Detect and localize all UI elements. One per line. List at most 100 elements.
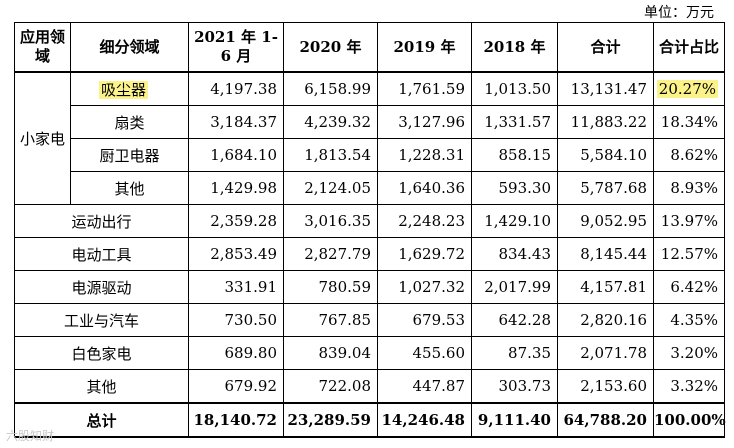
ratio-cell: 12.57% <box>653 237 725 271</box>
value-cell: 2,853.49 <box>188 237 284 271</box>
table-row: 电源驱动 331.91 780.59 1,027.32 2,017.99 4,1… <box>14 270 725 304</box>
header-2018: 2018 年 <box>471 22 558 73</box>
value-cell: 722.08 <box>283 369 378 404</box>
highlighted-ratio: 20.27% <box>656 80 718 98</box>
value-cell: 1,813.54 <box>283 138 378 172</box>
field-cell: 运动出行 <box>14 204 189 238</box>
table-row: 工业与汽车 730.50 767.85 679.53 642.28 2,820.… <box>14 303 725 337</box>
revenue-table: 应用领域 细分领域 2021 年 1-6 月 2020 年 2019 年 201… <box>14 22 726 438</box>
value-cell: 1,761.59 <box>377 71 472 106</box>
value-cell: 1,429.98 <box>188 171 284 205</box>
total-cell: 9,052.95 <box>557 204 654 238</box>
table-row: 白色家电 689.80 839.04 455.60 87.35 2,071.78… <box>14 336 725 370</box>
table-row: 电动工具 2,853.49 2,827.79 1,629.72 834.43 8… <box>14 237 725 271</box>
value-cell: 4,197.38 <box>188 71 284 106</box>
total-cell: 8,145.44 <box>557 237 654 271</box>
value-cell: 6,158.99 <box>283 71 378 106</box>
subfield-cell: 扇类 <box>70 105 189 139</box>
value-cell: 455.60 <box>377 336 472 370</box>
ratio-cell: 8.93% <box>653 171 725 205</box>
header-2020: 2020 年 <box>283 22 378 73</box>
total-cell: 2,820.16 <box>557 303 654 337</box>
ratio-cell: 4.35% <box>653 303 725 337</box>
table-row: 扇类 3,184.37 4,239.32 3,127.96 1,331.57 1… <box>15 105 725 139</box>
ratio-cell: 13.97% <box>653 204 725 238</box>
value-cell: 3,184.37 <box>188 105 284 139</box>
subfield-cell: 其他 <box>70 171 189 205</box>
value-cell: 3,016.35 <box>283 204 378 238</box>
field-cell: 电源驱动 <box>14 270 189 304</box>
value-cell: 1,228.31 <box>377 138 472 172</box>
grand-total-sum: 64,788.20 <box>557 402 654 438</box>
total-cell: 13,131.47 <box>557 71 654 106</box>
value-cell: 2,827.79 <box>283 237 378 271</box>
watermark: 六股知财 <box>6 429 55 443</box>
value-cell: 1,640.36 <box>377 171 472 205</box>
category-small-appliance: 小家电 <box>14 71 71 205</box>
grand-total-value: 9,111.40 <box>471 402 558 438</box>
value-cell: 4,239.32 <box>283 105 378 139</box>
value-cell: 679.53 <box>377 303 472 337</box>
grand-total-ratio: 100.00% <box>653 402 726 438</box>
header-total: 合计 <box>557 22 654 73</box>
total-cell: 4,157.81 <box>557 270 654 304</box>
ratio-cell: 3.20% <box>653 336 725 370</box>
value-cell: 447.87 <box>377 369 472 404</box>
header-2019: 2019 年 <box>377 22 472 73</box>
highlighted-subfield: 吸尘器 <box>99 80 149 99</box>
value-cell: 730.50 <box>188 303 284 337</box>
table-row: 小家电 吸尘器 4,197.38 6,158.99 1,761.59 1,013… <box>14 71 725 205</box>
value-cell: 1,684.10 <box>188 138 284 172</box>
field-cell: 工业与汽车 <box>14 303 189 337</box>
value-cell: 679.92 <box>188 369 284 404</box>
value-cell: 834.43 <box>471 237 558 271</box>
table-row: 其他 1,429.98 2,124.05 1,640.36 593.30 5,7… <box>15 171 725 205</box>
value-cell: 3,127.96 <box>377 105 472 139</box>
unit-label: 单位：万元 <box>644 5 714 21</box>
value-cell: 87.35 <box>471 336 558 370</box>
value-cell: 2,359.28 <box>188 204 284 238</box>
value-cell: 2,124.05 <box>283 171 378 205</box>
ratio-cell: 20.27% <box>653 71 725 106</box>
value-cell: 767.85 <box>283 303 378 337</box>
subfield-cell: 吸尘器 <box>70 71 189 106</box>
value-cell: 303.73 <box>471 369 558 404</box>
header-subfield: 细分领域 <box>70 22 189 73</box>
value-cell: 1,027.32 <box>377 270 472 304</box>
field-cell: 白色家电 <box>14 336 189 370</box>
ratio-cell: 18.34% <box>653 105 725 139</box>
value-cell: 780.59 <box>283 270 378 304</box>
total-cell: 5,584.10 <box>557 138 654 172</box>
field-cell: 其他 <box>14 369 189 404</box>
grand-total-value: 18,140.72 <box>188 402 284 438</box>
value-cell: 1,013.50 <box>471 71 558 106</box>
header-field: 应用领域 <box>14 22 71 73</box>
ratio-cell: 3.32% <box>653 369 725 404</box>
grand-total-label: 总计 <box>14 402 189 438</box>
field-cell: 电动工具 <box>14 237 189 271</box>
value-cell: 839.04 <box>283 336 378 370</box>
total-cell: 2,071.78 <box>557 336 654 370</box>
ratio-cell: 6.42% <box>653 270 725 304</box>
header-row: 应用领域 细分领域 2021 年 1-6 月 2020 年 2019 年 201… <box>14 22 725 73</box>
value-cell: 2,248.23 <box>377 204 472 238</box>
value-cell: 642.28 <box>471 303 558 337</box>
header-ratio: 合计占比 <box>653 22 725 73</box>
subfield-cell: 厨卫电器 <box>70 138 189 172</box>
value-cell: 689.80 <box>188 336 284 370</box>
grand-total-value: 14,246.48 <box>377 402 472 438</box>
table-row: 其他 679.92 722.08 447.87 303.73 2,153.60 … <box>14 369 725 404</box>
table-row: 运动出行 2,359.28 3,016.35 2,248.23 1,429.10… <box>14 204 725 238</box>
total-cell: 5,787.68 <box>557 171 654 205</box>
value-cell: 593.30 <box>471 171 558 205</box>
total-cell: 11,883.22 <box>557 105 654 139</box>
value-cell: 1,429.10 <box>471 204 558 238</box>
grand-total-value: 23,289.59 <box>283 402 378 438</box>
value-cell: 331.91 <box>188 270 284 304</box>
value-cell: 2,017.99 <box>471 270 558 304</box>
header-2021: 2021 年 1-6 月 <box>188 22 284 73</box>
value-cell: 858.15 <box>471 138 558 172</box>
value-cell: 1,629.72 <box>377 237 472 271</box>
grand-total-row: 总计 18,140.72 23,289.59 14,246.48 9,111.4… <box>14 402 726 438</box>
ratio-cell: 8.62% <box>653 138 725 172</box>
